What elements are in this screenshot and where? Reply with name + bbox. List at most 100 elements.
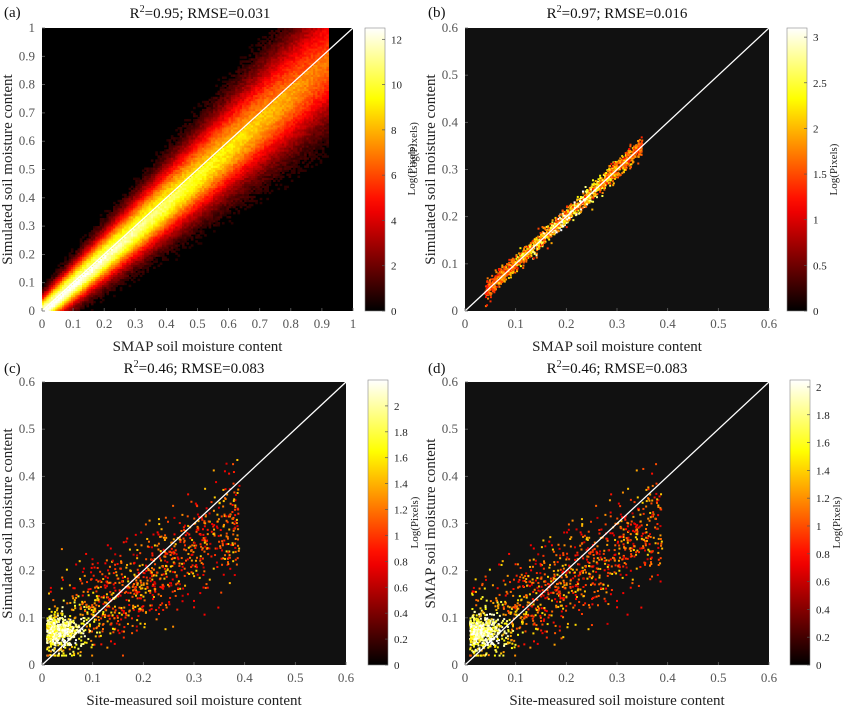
density-cell (259, 44, 263, 47)
density-cell (164, 159, 167, 162)
density-cell (75, 266, 78, 269)
density-cell (233, 195, 236, 199)
density-cell (255, 54, 258, 57)
density-cell (213, 118, 216, 122)
density-cell (255, 70, 258, 73)
density-cell (239, 169, 243, 172)
density-cell (104, 260, 107, 263)
density-cell (93, 242, 96, 245)
density-cell (248, 70, 252, 73)
density-cell (208, 104, 212, 108)
density-cell (148, 234, 152, 237)
density-cell (235, 96, 238, 100)
density-cell (206, 145, 210, 148)
density-cell (73, 254, 76, 257)
density-cell (215, 98, 218, 102)
density-cell (153, 226, 156, 229)
density-cell (104, 284, 107, 288)
density-cell (197, 173, 201, 176)
density-cell (177, 189, 181, 193)
density-cell (201, 230, 205, 233)
density-cell (181, 244, 185, 247)
density-cell (181, 169, 185, 172)
density-cell (148, 203, 152, 207)
density-cell (121, 218, 125, 221)
density-cell (144, 189, 147, 193)
density-cell (155, 197, 158, 201)
density-cell (253, 84, 256, 88)
density-cell (246, 114, 249, 118)
density-cell (213, 159, 216, 162)
density-cell (64, 290, 67, 294)
density-cell (159, 222, 163, 225)
density-cell (135, 254, 138, 257)
density-cell (210, 135, 214, 138)
density-cell (259, 82, 263, 85)
density-cell (259, 169, 263, 172)
density-cell (164, 205, 167, 209)
density-cell (233, 127, 236, 130)
density-cell (235, 177, 238, 181)
density-cell (213, 147, 216, 150)
density-cell (175, 163, 178, 166)
density-cell (208, 102, 212, 106)
density-cell (59, 270, 63, 273)
density-cell (255, 173, 258, 176)
density-cell (144, 230, 147, 233)
density-cell (206, 120, 210, 124)
density-cell (264, 139, 267, 142)
density-cell (55, 278, 58, 282)
density-cell (161, 220, 165, 223)
density-cell (108, 242, 112, 245)
density-cell (93, 286, 96, 290)
density-cell (146, 236, 150, 239)
density-cell (246, 92, 249, 96)
density-cell (81, 266, 85, 269)
density-cell (248, 145, 252, 148)
density-cell (215, 157, 218, 160)
density-cell (195, 236, 198, 239)
density-cell (188, 187, 192, 191)
density-cell (95, 230, 98, 233)
density-cell (164, 169, 167, 172)
density-cell (99, 282, 103, 286)
density-cell (139, 274, 143, 278)
density-cell (237, 187, 241, 191)
density-cell (168, 224, 172, 227)
density-cell (61, 280, 65, 284)
density-cell (148, 193, 152, 197)
density-cell (155, 187, 158, 191)
density-cell (161, 228, 165, 231)
density-cell (259, 155, 263, 158)
density-cell (237, 68, 241, 71)
density-cell (137, 232, 141, 235)
density-cell (264, 120, 267, 124)
density-cell (246, 112, 249, 116)
density-cell (217, 135, 221, 138)
density-cell (108, 215, 112, 219)
density-cell (124, 218, 127, 221)
density-cell (201, 220, 205, 223)
density-cell (246, 137, 249, 140)
density-cell (126, 201, 130, 205)
density-cell (228, 189, 232, 193)
density-cell (42, 296, 45, 300)
density-cell (224, 155, 227, 158)
density-cell (230, 191, 234, 195)
density-cell (250, 76, 254, 79)
density-cell (246, 64, 249, 67)
density-cell (159, 159, 163, 162)
density-cell (75, 270, 78, 273)
density-cell (204, 197, 207, 201)
density-cell (86, 302, 90, 306)
density-cell (81, 246, 85, 249)
density-cell (233, 108, 236, 112)
density-cell (88, 284, 92, 288)
density-cell (144, 250, 147, 253)
density-cell (224, 201, 227, 205)
density-cell (104, 234, 107, 237)
density-cell (157, 252, 161, 255)
density-cell (44, 298, 47, 302)
density-cell (261, 139, 265, 142)
density-cell (128, 236, 132, 239)
